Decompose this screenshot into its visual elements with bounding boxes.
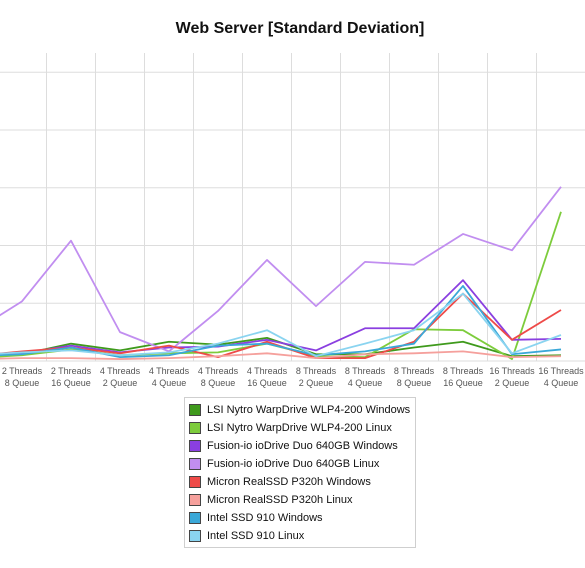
legend-swatch <box>189 422 201 434</box>
legend-item: Fusion-io ioDrive Duo 640GB Linux <box>189 455 411 473</box>
legend: LSI Nytro WarpDrive WLP4-200 Windows LSI … <box>184 397 416 548</box>
x-tick-label: 4 Threads <box>100 366 141 376</box>
legend-label: Intel SSD 910 Linux <box>207 530 305 542</box>
legend-item: Micron RealSSD P320h Windows <box>189 473 411 491</box>
x-tick-label: 4 Threads <box>198 366 239 376</box>
legend-swatch <box>189 440 201 452</box>
legend-item: Intel SSD 910 Linux <box>189 527 411 545</box>
x-tick-label: 4 Threads <box>247 366 288 376</box>
x-tick-label: 4 Threads <box>149 366 190 376</box>
legend-swatch <box>189 404 201 416</box>
x-tick-label: 8 Queue <box>201 378 236 388</box>
x-tick-label: 16 Threads <box>538 366 584 376</box>
series-line-4 <box>0 186 562 353</box>
legend-swatch <box>189 476 201 488</box>
x-tick-label: 2 Queue <box>103 378 138 388</box>
chart-title: Web Server [Standard Deviation] <box>175 20 425 37</box>
legend-swatch <box>189 530 201 542</box>
x-tick-label: 16 Queue <box>443 378 483 388</box>
series-line-7 <box>0 285 562 359</box>
grid-lines <box>0 53 585 362</box>
x-tick-label: 4 Queue <box>348 378 383 388</box>
legend-swatch <box>189 458 201 470</box>
x-tick-label: 8 Threads <box>394 366 435 376</box>
series-line-8 <box>0 292 562 358</box>
legend-item: Intel SSD 910 Windows <box>189 509 411 527</box>
x-tick-label: 16 Queue <box>51 378 91 388</box>
series-line-1 <box>0 336 562 358</box>
legend-label: Micron RealSSD P320h Linux <box>207 494 353 506</box>
x-tick-label: 4 Queue <box>152 378 187 388</box>
legend-label: Fusion-io ioDrive Duo 640GB Windows <box>207 440 398 452</box>
series-lines <box>0 186 562 360</box>
x-tick-label: 8 Queue <box>5 378 40 388</box>
legend-item: Fusion-io ioDrive Duo 640GB Windows <box>189 437 411 455</box>
x-tick-label: 16 Queue <box>247 378 287 388</box>
legend-item: LSI Nytro WarpDrive WLP4-200 Linux <box>189 419 411 437</box>
x-tick-label: 2 Queue <box>495 378 530 388</box>
x-tick-label: 2 Threads <box>51 366 92 376</box>
legend-swatch <box>189 494 201 506</box>
legend-label: Intel SSD 910 Windows <box>207 512 323 524</box>
legend-label: LSI Nytro WarpDrive WLP4-200 Windows <box>207 404 411 416</box>
x-tick-label: 4 Queue <box>544 378 579 388</box>
x-tick-label: 2 Threads <box>2 366 43 376</box>
legend-item: Micron RealSSD P320h Linux <box>189 491 411 509</box>
x-tick-label: 8 Threads <box>296 366 337 376</box>
x-tick-label: 8 Queue <box>397 378 432 388</box>
x-tick-label: 8 Threads <box>345 366 386 376</box>
series-line-3 <box>0 279 562 356</box>
x-tick-label: 8 Threads <box>443 366 484 376</box>
x-tick-label: 2 Queue <box>299 378 334 388</box>
legend-label: Micron RealSSD P320h Windows <box>207 476 371 488</box>
legend-label: LSI Nytro WarpDrive WLP4-200 Linux <box>207 422 392 434</box>
x-tick-label: 16 Threads <box>489 366 535 376</box>
series-line-6 <box>0 350 562 360</box>
legend-item: LSI Nytro WarpDrive WLP4-200 Windows <box>189 401 411 419</box>
legend-label: Fusion-io ioDrive Duo 640GB Linux <box>207 458 380 470</box>
legend-swatch <box>189 512 201 524</box>
